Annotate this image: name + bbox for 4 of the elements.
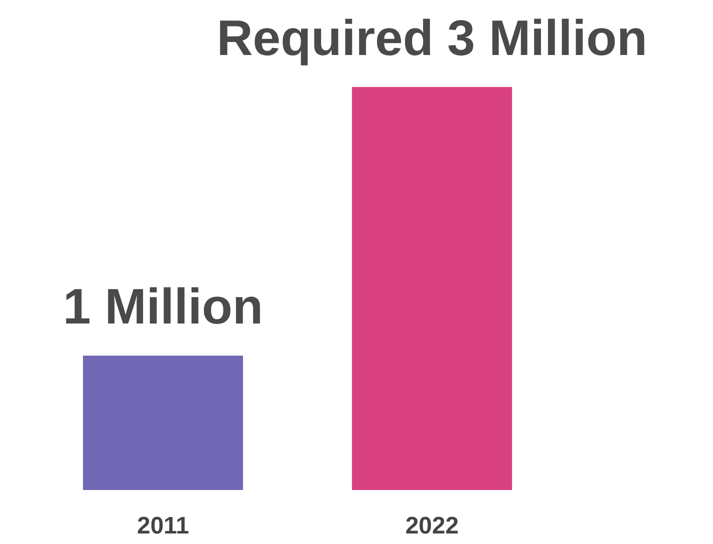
data-label: Required 3 Million bbox=[216, 10, 648, 66]
x-tick-label: 2011 bbox=[136, 512, 190, 540]
data-label: 1 Million bbox=[63, 278, 263, 335]
x-tick-label: 2022 bbox=[405, 512, 459, 540]
